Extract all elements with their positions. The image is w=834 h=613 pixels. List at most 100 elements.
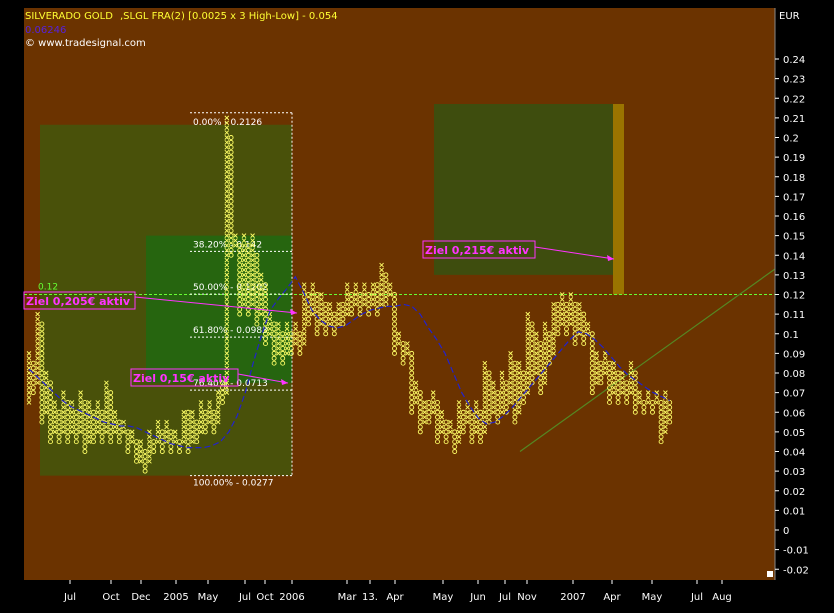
xo-column xyxy=(198,400,204,435)
x-mark xyxy=(327,306,333,312)
o-mark xyxy=(426,399,432,405)
x-mark xyxy=(181,429,187,435)
xo-column xyxy=(426,399,432,425)
o-mark xyxy=(529,355,535,361)
x-mark xyxy=(43,385,49,391)
o-mark xyxy=(185,429,191,435)
x-mark xyxy=(508,375,513,381)
x-mark xyxy=(628,365,634,371)
x-mark xyxy=(258,277,264,283)
x-mark xyxy=(267,326,273,332)
x-mark xyxy=(241,282,247,288)
o-mark xyxy=(73,414,79,420)
x-mark xyxy=(43,375,49,381)
o-mark xyxy=(331,321,337,327)
x-mark xyxy=(181,419,187,425)
x-mark xyxy=(551,326,556,332)
x-mark xyxy=(233,243,238,248)
x-mark xyxy=(534,331,539,337)
o-mark xyxy=(91,409,96,415)
x-mark xyxy=(301,326,307,332)
x-mark xyxy=(224,370,230,376)
xo-column xyxy=(508,351,513,405)
o-mark xyxy=(392,341,397,347)
x-mark xyxy=(224,287,230,292)
x-mark xyxy=(138,439,144,445)
o-mark xyxy=(598,360,604,366)
o-mark xyxy=(48,424,53,430)
x-mark xyxy=(95,424,101,430)
x-mark xyxy=(301,316,307,322)
x-mark xyxy=(250,248,255,253)
o-mark xyxy=(245,301,251,307)
o-mark xyxy=(503,385,509,391)
o-mark xyxy=(452,429,458,435)
x-mark xyxy=(645,395,651,400)
fib-level-label: 61.80% - 0.0983 xyxy=(193,326,268,336)
o-mark xyxy=(435,414,440,420)
o-mark xyxy=(39,375,45,381)
o-mark xyxy=(254,277,260,283)
x-tick-label: May xyxy=(198,592,219,603)
x-mark xyxy=(138,458,144,464)
o-mark xyxy=(495,414,501,420)
x-mark xyxy=(413,380,419,386)
o-mark xyxy=(512,414,518,420)
x-mark xyxy=(663,400,668,405)
o-mark xyxy=(409,409,415,415)
o-mark xyxy=(245,242,251,248)
o-mark xyxy=(469,414,475,420)
o-mark xyxy=(228,198,234,204)
x-mark xyxy=(491,400,496,405)
o-mark xyxy=(589,385,595,391)
x-mark xyxy=(525,375,531,381)
x-mark xyxy=(26,355,32,361)
o-mark xyxy=(65,439,71,445)
xo-column xyxy=(546,331,552,366)
o-mark xyxy=(280,350,286,356)
x-mark xyxy=(301,336,307,341)
o-mark xyxy=(254,292,260,297)
o-mark xyxy=(39,404,45,410)
xo-column xyxy=(319,292,324,327)
x-mark xyxy=(293,321,298,327)
xo-column xyxy=(39,321,45,425)
xo-column xyxy=(224,115,230,395)
x-mark xyxy=(61,419,66,425)
x-mark xyxy=(104,424,109,430)
xo-column xyxy=(297,331,303,356)
x-mark xyxy=(250,233,255,238)
x-mark xyxy=(611,380,617,386)
x-mark xyxy=(379,267,384,273)
o-mark xyxy=(392,311,397,317)
o-mark xyxy=(168,429,174,435)
x-mark xyxy=(448,429,453,435)
o-mark xyxy=(340,301,346,307)
x-mark xyxy=(104,429,109,435)
o-mark xyxy=(607,380,612,386)
x-mark xyxy=(456,409,462,415)
x-mark xyxy=(525,385,531,391)
x-mark xyxy=(422,414,427,420)
x-tick-label: Apr xyxy=(603,592,621,603)
o-mark xyxy=(529,336,535,342)
o-mark xyxy=(443,434,449,440)
x-mark xyxy=(181,439,187,445)
o-mark xyxy=(546,341,552,347)
x-mark xyxy=(327,316,333,322)
x-mark xyxy=(250,292,255,297)
o-mark xyxy=(374,282,380,288)
o-mark xyxy=(658,409,664,415)
o-mark xyxy=(392,331,397,337)
copyright-link[interactable]: © www.tradesignal.com xyxy=(25,38,146,49)
resize-corner-icon[interactable] xyxy=(767,571,773,577)
o-mark xyxy=(220,399,225,405)
x-mark xyxy=(344,282,350,288)
o-mark xyxy=(374,287,380,293)
x-mark xyxy=(568,301,574,307)
x-mark xyxy=(293,341,298,346)
o-mark xyxy=(581,326,587,332)
x-mark xyxy=(104,380,109,386)
x-mark xyxy=(353,292,359,297)
o-mark xyxy=(529,346,535,351)
